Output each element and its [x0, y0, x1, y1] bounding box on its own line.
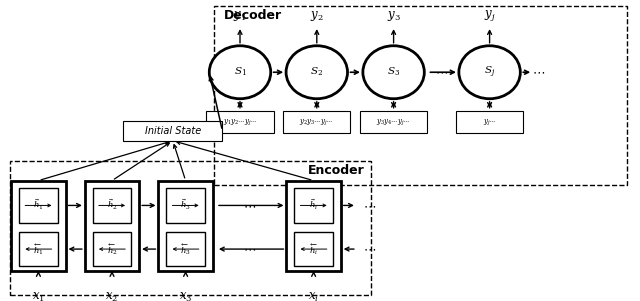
Text: $\overleftarrow{h}_2$: $\overleftarrow{h}_2$	[107, 241, 117, 257]
Text: $\vec{h}_i$: $\vec{h}_i$	[309, 198, 318, 213]
Text: $S_3$: $S_3$	[387, 66, 400, 79]
Text: $y_3$: $y_3$	[387, 9, 401, 23]
Bar	[123, 121, 223, 141]
Text: $S_2$: $S_2$	[310, 66, 323, 79]
Bar	[93, 188, 131, 223]
Text: $\overleftarrow{h}_1$: $\overleftarrow{h}_1$	[33, 241, 44, 257]
Text: $\overleftarrow{h}_3$: $\overleftarrow{h}_3$	[180, 241, 191, 257]
Text: $\cdots$: $\cdots$	[243, 199, 256, 212]
Text: $S_1$: $S_1$	[234, 66, 246, 79]
Bar	[360, 111, 428, 133]
Text: Encoder: Encoder	[308, 164, 365, 177]
Bar	[84, 181, 140, 271]
Bar	[11, 181, 66, 271]
Ellipse shape	[459, 46, 520, 99]
Text: $\vec{h}_3$: $\vec{h}_3$	[180, 198, 191, 213]
Bar	[294, 188, 333, 223]
Text: $x_1$: $x_1$	[32, 290, 45, 301]
Text: $y_2y_3{\cdots}y_j{\cdots}$: $y_2y_3{\cdots}y_j{\cdots}$	[300, 117, 334, 127]
Bar	[214, 6, 627, 185]
Ellipse shape	[286, 46, 348, 99]
Bar	[93, 232, 131, 266]
Text: $y_j{\cdots}$: $y_j{\cdots}$	[483, 117, 497, 127]
Text: $\cdots$: $\cdots$	[363, 199, 376, 212]
Bar	[166, 188, 205, 223]
Text: $\cdots$: $\cdots$	[532, 66, 545, 79]
Text: $y_3y_4{\cdots}y_j{\cdots}$: $y_3y_4{\cdots}y_j{\cdots}$	[376, 117, 411, 127]
Bar	[456, 111, 524, 133]
Text: $y_1$: $y_1$	[234, 9, 246, 23]
Bar	[10, 161, 371, 295]
Bar	[283, 111, 351, 133]
Ellipse shape	[363, 46, 424, 99]
Bar	[287, 181, 340, 271]
Bar	[158, 181, 212, 271]
Bar	[206, 111, 274, 133]
Text: Decoder: Decoder	[224, 9, 282, 22]
Bar	[19, 232, 58, 266]
Text: $\vec{h}_2$: $\vec{h}_2$	[107, 198, 117, 213]
Text: Initial State: Initial State	[145, 126, 201, 136]
Text: $x_i$: $x_i$	[308, 290, 319, 301]
Bar	[294, 232, 333, 266]
Text: $\cdots$: $\cdots$	[243, 243, 256, 256]
Text: $x_2$: $x_2$	[106, 290, 118, 301]
Text: $\cdots$: $\cdots$	[435, 66, 448, 79]
Text: $y_j$: $y_j$	[484, 8, 495, 23]
Text: $\overleftarrow{h}_i$: $\overleftarrow{h}_i$	[309, 241, 318, 257]
Bar	[19, 188, 58, 223]
Bar	[166, 232, 205, 266]
Text: $\vec{h}_1$: $\vec{h}_1$	[33, 198, 44, 213]
Text: $y_1y_2{\cdots}y_j{\cdots}$: $y_1y_2{\cdots}y_j{\cdots}$	[223, 117, 257, 127]
Text: $y_2$: $y_2$	[310, 9, 324, 23]
Text: $x_3$: $x_3$	[179, 290, 192, 301]
Text: $S_j$: $S_j$	[484, 65, 495, 80]
Ellipse shape	[209, 46, 271, 99]
Text: $\cdots$: $\cdots$	[363, 243, 376, 256]
